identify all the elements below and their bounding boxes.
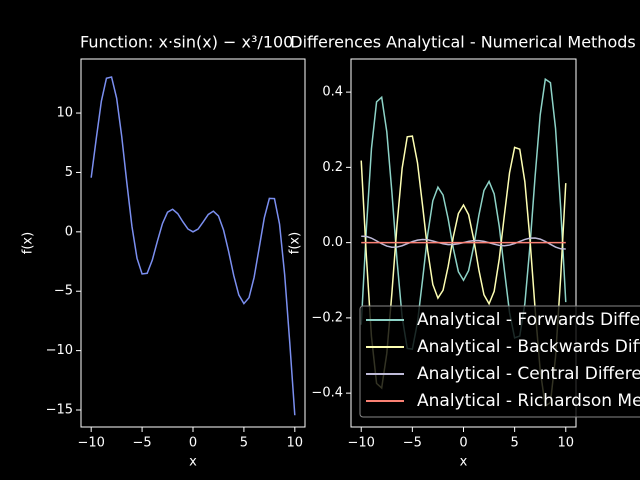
- y-tick-label: −0.4: [311, 386, 343, 401]
- legend-box: [359, 305, 640, 418]
- x-tick-label: 0: [459, 436, 467, 451]
- y-tick-label: −0.2: [311, 310, 343, 325]
- legend-label: Analytical - Richardson Method: [417, 391, 640, 411]
- x-tick-label: 5: [240, 436, 248, 451]
- y-axis-label: f(x): [288, 232, 303, 254]
- y-tick-label: 0.2: [322, 160, 343, 175]
- y-tick-label: 5: [65, 165, 73, 180]
- y-tick-label: −10: [46, 343, 73, 358]
- y-tick-label: −5: [54, 284, 73, 299]
- x-axis-label: x: [460, 455, 468, 470]
- chart-title: Differences Analytical - Numerical Metho…: [290, 33, 635, 52]
- legend-label: Analytical - Forwards Differences: [417, 310, 640, 330]
- axes-frame: [80, 58, 306, 428]
- chart-title: Function: x·sin(x) − x³/100: [80, 33, 293, 52]
- y-tick-label: −15: [46, 403, 73, 418]
- y-axis-label: f(x): [21, 232, 36, 254]
- x-tick-label: 5: [510, 436, 518, 451]
- data-line: [90, 76, 296, 416]
- x-tick-label: 10: [557, 436, 574, 451]
- x-axis-label: x: [189, 455, 197, 470]
- x-tick-label: 0: [189, 436, 197, 451]
- y-tick-label: 10: [56, 106, 73, 121]
- y-tick-label: 0: [65, 224, 73, 239]
- y-tick-label: 0.0: [322, 235, 343, 250]
- legend-label: Analytical - Central Differences: [417, 364, 640, 384]
- x-tick-label: −10: [348, 436, 375, 451]
- legend-label: Analytical - Backwards Differences: [417, 337, 640, 357]
- x-tick-label: −5: [133, 436, 152, 451]
- axes-frame: [350, 58, 577, 428]
- x-tick-label: −5: [403, 436, 422, 451]
- y-tick-label: 0.4: [322, 85, 343, 100]
- x-tick-label: 10: [287, 436, 304, 451]
- x-tick-label: −10: [77, 436, 104, 451]
